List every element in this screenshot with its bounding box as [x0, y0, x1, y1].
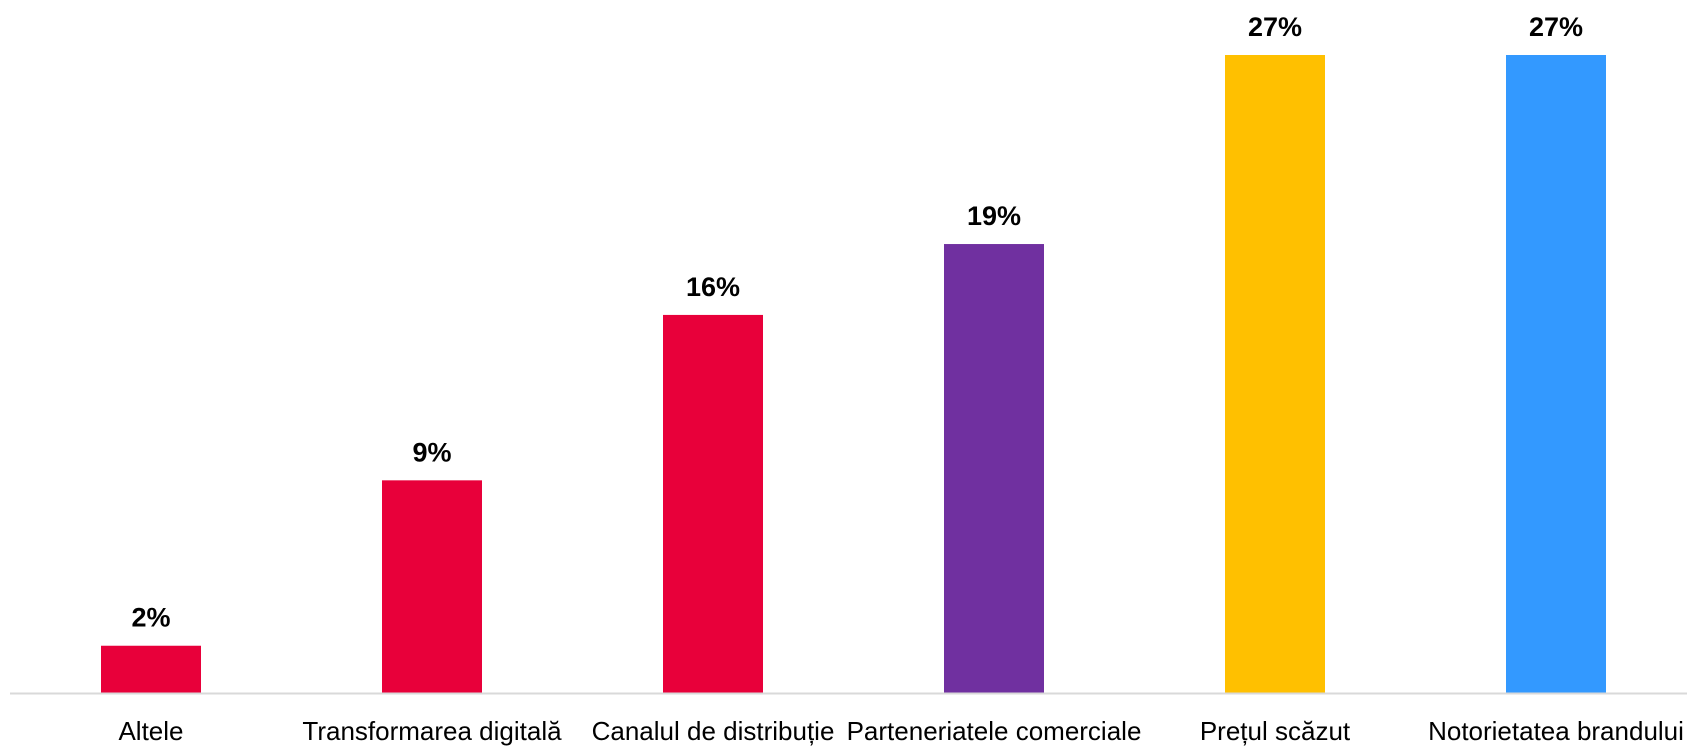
data-label-5: 27% [1529, 12, 1583, 42]
data-label-3: 19% [967, 201, 1021, 231]
data-label-1: 9% [412, 437, 451, 467]
bar-4 [1225, 55, 1325, 693]
bar-5 [1506, 55, 1606, 693]
bar-2 [663, 314, 763, 693]
data-label-2: 16% [686, 272, 740, 302]
category-label-0: Altele [118, 716, 183, 746]
bar-3 [944, 244, 1044, 693]
category-label-1: Transformarea digitală [302, 716, 562, 746]
category-label-5: Notorietatea brandului [1428, 716, 1684, 746]
value-labels-group: 2% 9% 16% 19% 27% 27% [131, 12, 1583, 633]
bar-0 [101, 645, 201, 693]
data-label-4: 27% [1248, 12, 1302, 42]
category-labels-group: Altele Transformarea digitală Canalul de d… [118, 716, 1683, 746]
bars-group [101, 55, 1606, 693]
data-label-0: 2% [131, 603, 170, 633]
bar-1 [382, 480, 482, 693]
category-label-2: Canalul de distribuție [592, 716, 835, 746]
category-label-4: Prețul scăzut [1200, 716, 1351, 746]
category-label-3: Parteneriatele comerciale [847, 716, 1142, 746]
